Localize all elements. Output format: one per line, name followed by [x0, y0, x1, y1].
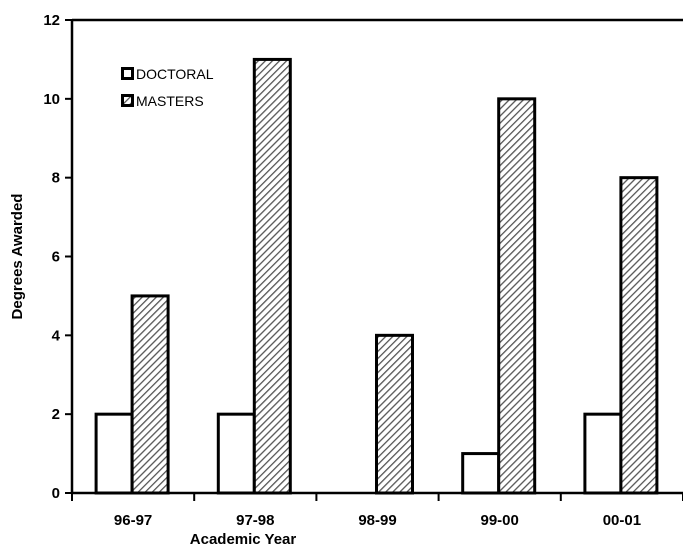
legend-label-doctoral: DOCTORAL — [136, 66, 214, 82]
bars — [94, 57, 659, 495]
x-tick-label: 99-00 — [481, 512, 519, 529]
y-tick-label: 0 — [52, 485, 60, 502]
x-axis-ticks: 96-97 97-98 98-99 99-00 00-01 — [71, 493, 683, 529]
x-tick-label: 97-98 — [236, 512, 274, 529]
y-tick-label: 8 — [52, 170, 60, 187]
x-tick-label: 96-97 — [114, 512, 152, 529]
y-tick-label: 6 — [52, 249, 60, 266]
legend-swatch-masters — [124, 97, 131, 104]
legend-label-masters: MASTERS — [136, 93, 204, 109]
bar-doctoral-96-97 — [94, 412, 134, 495]
bar-masters-00-01 — [619, 176, 659, 495]
bar-masters-96-97 — [130, 294, 170, 495]
y-axis-title: Degrees Awarded — [9, 194, 26, 320]
y-axis-ticks: 0 2 4 6 8 10 12 — [43, 12, 72, 502]
y-tick-label: 2 — [52, 406, 60, 423]
legend-swatch-doctoral — [124, 70, 131, 77]
y-tick-label: 12 — [43, 12, 60, 29]
y-tick-label: 4 — [52, 327, 61, 344]
bar-doctoral-00-01 — [583, 412, 623, 495]
bar-masters-98-99 — [375, 333, 414, 495]
x-axis-title: Academic Year — [190, 531, 297, 548]
bar-doctoral-99-00 — [461, 452, 501, 495]
legend: DOCTORAL MASTERS — [121, 66, 214, 109]
x-tick-label: 98-99 — [358, 512, 396, 529]
bar-masters-99-00 — [497, 97, 537, 495]
bar-doctoral-97-98 — [216, 412, 256, 495]
bar-masters-97-98 — [252, 57, 292, 495]
y-tick-label: 10 — [43, 91, 60, 108]
x-tick-label: 00-01 — [603, 512, 641, 529]
